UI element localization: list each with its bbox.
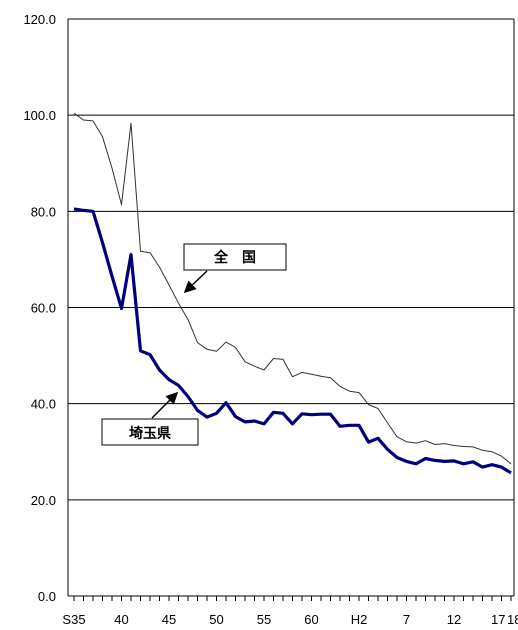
x-tick-label: 45: [162, 612, 176, 627]
y-tick-label: 60.0: [31, 301, 56, 316]
x-tick-label: 40: [114, 612, 128, 627]
x-tick-label: 7: [403, 612, 410, 627]
y-tick-label: 20.0: [31, 493, 56, 508]
series-line-national: [74, 113, 511, 464]
x-axis-ticks: S35 40 45 50 55 60 H2 7 12 17 18: [62, 596, 518, 627]
y-tick-label: 100.0: [23, 108, 56, 123]
x-tick-label: 50: [209, 612, 223, 627]
callout-saitama-label: 埼玉県: [129, 425, 171, 442]
x-tick-label: 17: [491, 612, 505, 627]
callout-national-label: 全 国: [213, 249, 256, 266]
y-tick-label: 0.0: [38, 589, 56, 604]
callout-saitama: 埼玉県: [102, 394, 198, 445]
x-tick-label: H2: [351, 612, 368, 627]
x-tick-label: S35: [62, 612, 85, 627]
y-tick-label: 120.0: [23, 12, 56, 27]
x-tick-label: 60: [304, 612, 318, 627]
x-tick-label: 18: [507, 612, 518, 627]
x-tick-label: 55: [257, 612, 271, 627]
y-axis-tick-labels: 0.0 20.0 40.0 60.0 80.0 100.0 120.0: [23, 12, 56, 604]
y-tick-label: 40.0: [31, 397, 56, 412]
callout-saitama-arrow: [152, 394, 176, 418]
callout-national-arrow: [186, 271, 207, 291]
callout-national: 全 国: [184, 244, 286, 291]
x-tick-label: 12: [447, 612, 461, 627]
y-tick-label: 80.0: [31, 204, 56, 219]
